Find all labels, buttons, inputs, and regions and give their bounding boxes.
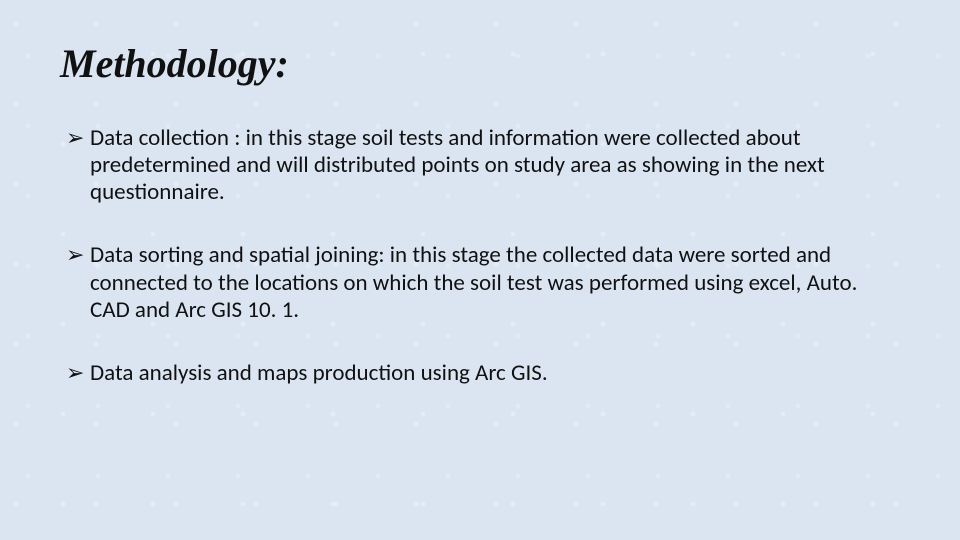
slide: Methodology: Data collection : in this s… <box>0 0 960 540</box>
bullet-item: Data collection : in this stage soil tes… <box>66 125 900 206</box>
bullet-list: Data collection : in this stage soil tes… <box>60 125 900 387</box>
bullet-item: Data sorting and spatial joining: in thi… <box>66 242 900 323</box>
bullet-item: Data analysis and maps production using … <box>66 360 900 387</box>
slide-title: Methodology: <box>60 40 900 87</box>
